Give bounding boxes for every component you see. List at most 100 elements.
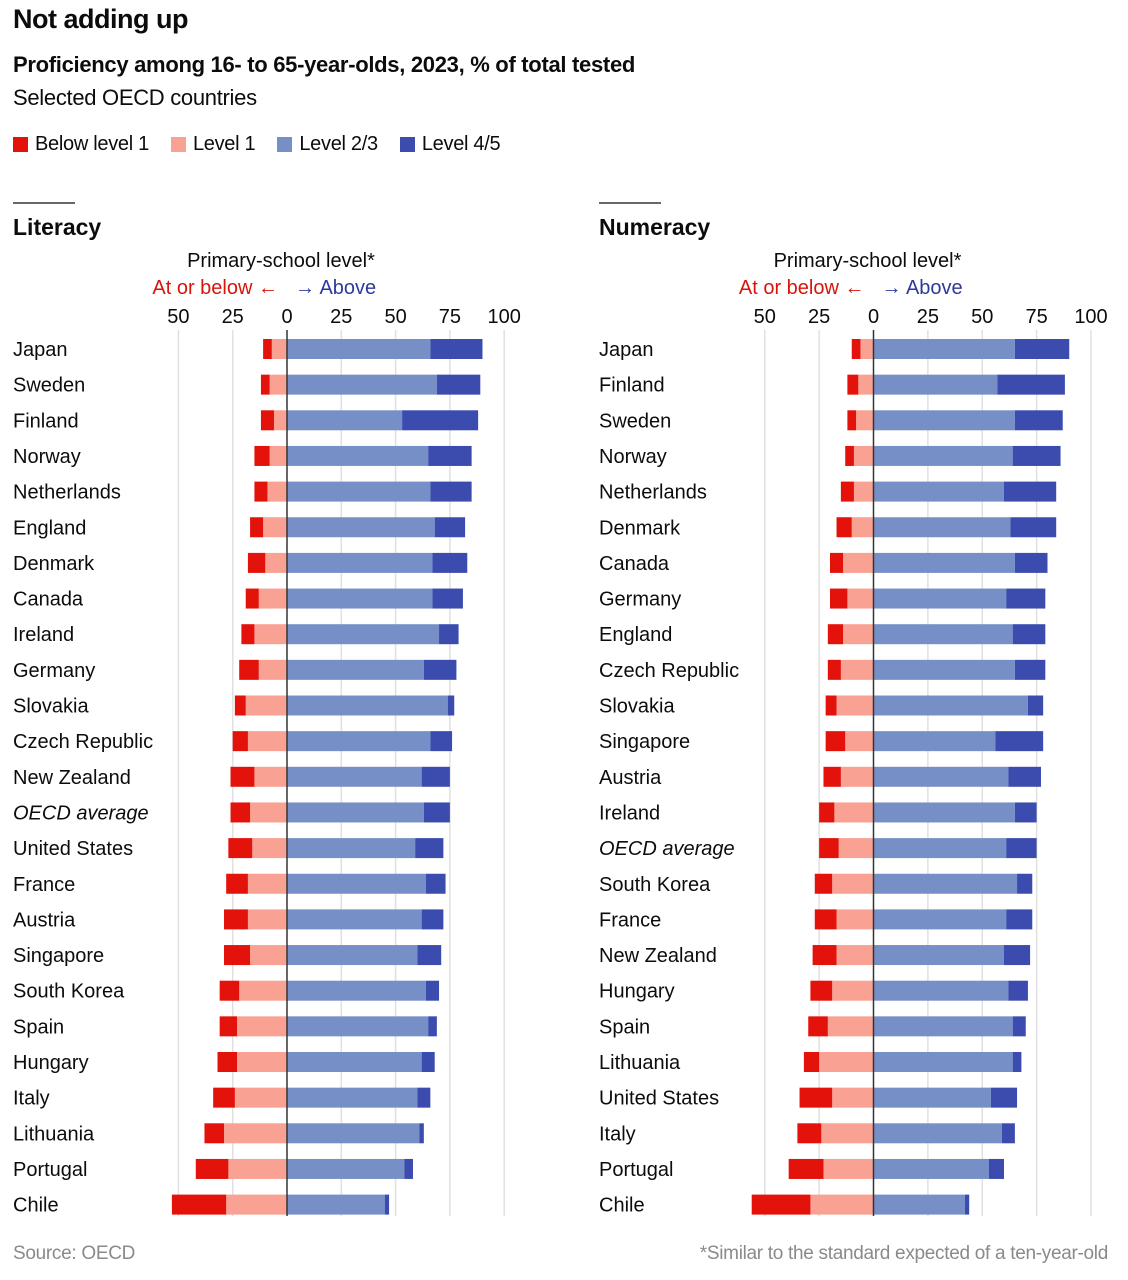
bar-below-level-1 (213, 1087, 235, 1108)
bar-below-level-1 (228, 838, 253, 859)
category-label: Japan (599, 339, 654, 361)
category-label: Singapore (599, 731, 690, 753)
bar-below-level-1 (224, 945, 251, 966)
bar-level-2-3 (873, 1158, 989, 1179)
bar-level-4-5 (417, 945, 442, 966)
bar-level-1 (819, 1052, 874, 1072)
legend-swatch (13, 137, 28, 152)
bar-level-1 (847, 588, 874, 609)
category-label: Netherlands (13, 482, 121, 504)
bar-level-1 (860, 339, 874, 359)
bar-level-4-5 (1014, 339, 1070, 359)
category-label: Italy (13, 1088, 50, 1110)
category-label: Portugal (13, 1159, 88, 1181)
legend-swatch (170, 137, 186, 152)
bar-level-1 (834, 802, 874, 823)
bar-level-2-3 (873, 802, 1015, 823)
bar-level-4-5 (990, 1087, 1018, 1108)
bar-level-2-3 (287, 909, 422, 930)
category-label: Hungary (599, 981, 675, 1003)
bar-level-4-5 (430, 481, 472, 502)
category-label: Czech Republic (599, 660, 739, 682)
bar-level-4-5 (402, 410, 479, 431)
bar-level-2-3 (873, 873, 1018, 894)
bar-level-1 (254, 766, 287, 787)
category-label: Finland (13, 410, 79, 432)
category-label: United States (13, 838, 133, 860)
category-label: New Zealand (13, 767, 131, 789)
bar-below-level-1 (825, 695, 837, 716)
bar-level-1 (832, 980, 874, 1001)
legend-label: Level 2/3 (299, 133, 378, 155)
bar-level-4-5 (1004, 945, 1031, 966)
bar-level-2-3 (873, 945, 1004, 966)
bar-level-2-3 (287, 1123, 420, 1144)
bar-level-2-3 (873, 695, 1028, 716)
category-label: Italy (599, 1123, 636, 1145)
bar-level-1 (265, 552, 287, 573)
bar-level-2-3 (873, 552, 1015, 573)
category-label: Austria (13, 909, 76, 931)
legend-label: Below level 1 (35, 133, 149, 155)
bar-level-2-3 (287, 552, 433, 573)
bar-level-1 (832, 1087, 874, 1108)
axis-title: Primary-school level* (774, 250, 962, 272)
bar-level-4-5 (432, 552, 468, 573)
bar-level-1 (250, 945, 287, 966)
category-label: Portugal (599, 1159, 674, 1181)
bar-level-4-5 (415, 838, 444, 859)
bar-level-2-3 (873, 1052, 1013, 1072)
bar-level-2-3 (287, 624, 440, 645)
legend-item-level-4-5: Level 4/5 (399, 133, 501, 156)
bar-level-1 (810, 1194, 874, 1215)
bar-level-2-3 (287, 1087, 418, 1108)
category-label: Japan (13, 339, 68, 361)
bar-level-4-5 (404, 1158, 413, 1179)
bar-below-level-1 (847, 410, 857, 431)
bar-level-4-5 (426, 873, 446, 894)
category-label: Canada (13, 589, 84, 611)
bar-below-level-1 (204, 1123, 225, 1144)
bar-level-4-5 (964, 1194, 970, 1215)
bar-level-1 (228, 1158, 287, 1179)
bar-level-4-5 (421, 1052, 435, 1072)
legend-label: Level 4/5 (421, 133, 501, 155)
tick-label: 50 (971, 306, 993, 328)
bar-level-4-5 (428, 1016, 437, 1037)
bar-level-2-3 (873, 410, 1015, 431)
category-label: Hungary (13, 1052, 89, 1074)
bar-level-2-3 (287, 410, 403, 431)
bar-level-4-5 (434, 517, 466, 538)
tick-label: 50 (384, 306, 406, 328)
bar-below-level-1 (825, 731, 846, 752)
bar-level-2-3 (873, 1087, 991, 1108)
legend-swatch (277, 137, 293, 152)
category-label: Spain (13, 1016, 64, 1038)
bar-level-2-3 (287, 339, 431, 359)
tick-label: 75 (439, 306, 461, 328)
bar-level-1 (258, 588, 287, 609)
bar-level-2-3 (873, 624, 1013, 645)
bar-below-level-1 (830, 588, 848, 609)
bar-below-level-1 (219, 1016, 238, 1037)
bar-below-level-1 (247, 552, 266, 573)
bar-level-4-5 (997, 374, 1065, 395)
bar-level-2-3 (287, 1052, 422, 1072)
bar-below-level-1 (171, 1194, 227, 1215)
bar-below-level-1 (234, 695, 246, 716)
footnote: *Similar to the standard expected of a t… (699, 1243, 1109, 1264)
bar-level-2-3 (287, 1194, 385, 1215)
category-label: Slovakia (599, 696, 675, 718)
bar-level-1 (845, 731, 874, 752)
bar-level-2-3 (287, 695, 448, 716)
bar-below-level-1 (840, 481, 854, 502)
bar-below-level-1 (797, 1123, 822, 1144)
bar-level-4-5 (421, 909, 444, 930)
bar-level-2-3 (873, 374, 998, 395)
bar-level-2-3 (873, 339, 1015, 359)
bar-level-2-3 (287, 517, 435, 538)
bar-level-1 (254, 624, 287, 645)
bar-below-level-1 (254, 481, 268, 502)
bar-below-level-1 (226, 873, 248, 894)
bar-level-1 (840, 659, 874, 680)
